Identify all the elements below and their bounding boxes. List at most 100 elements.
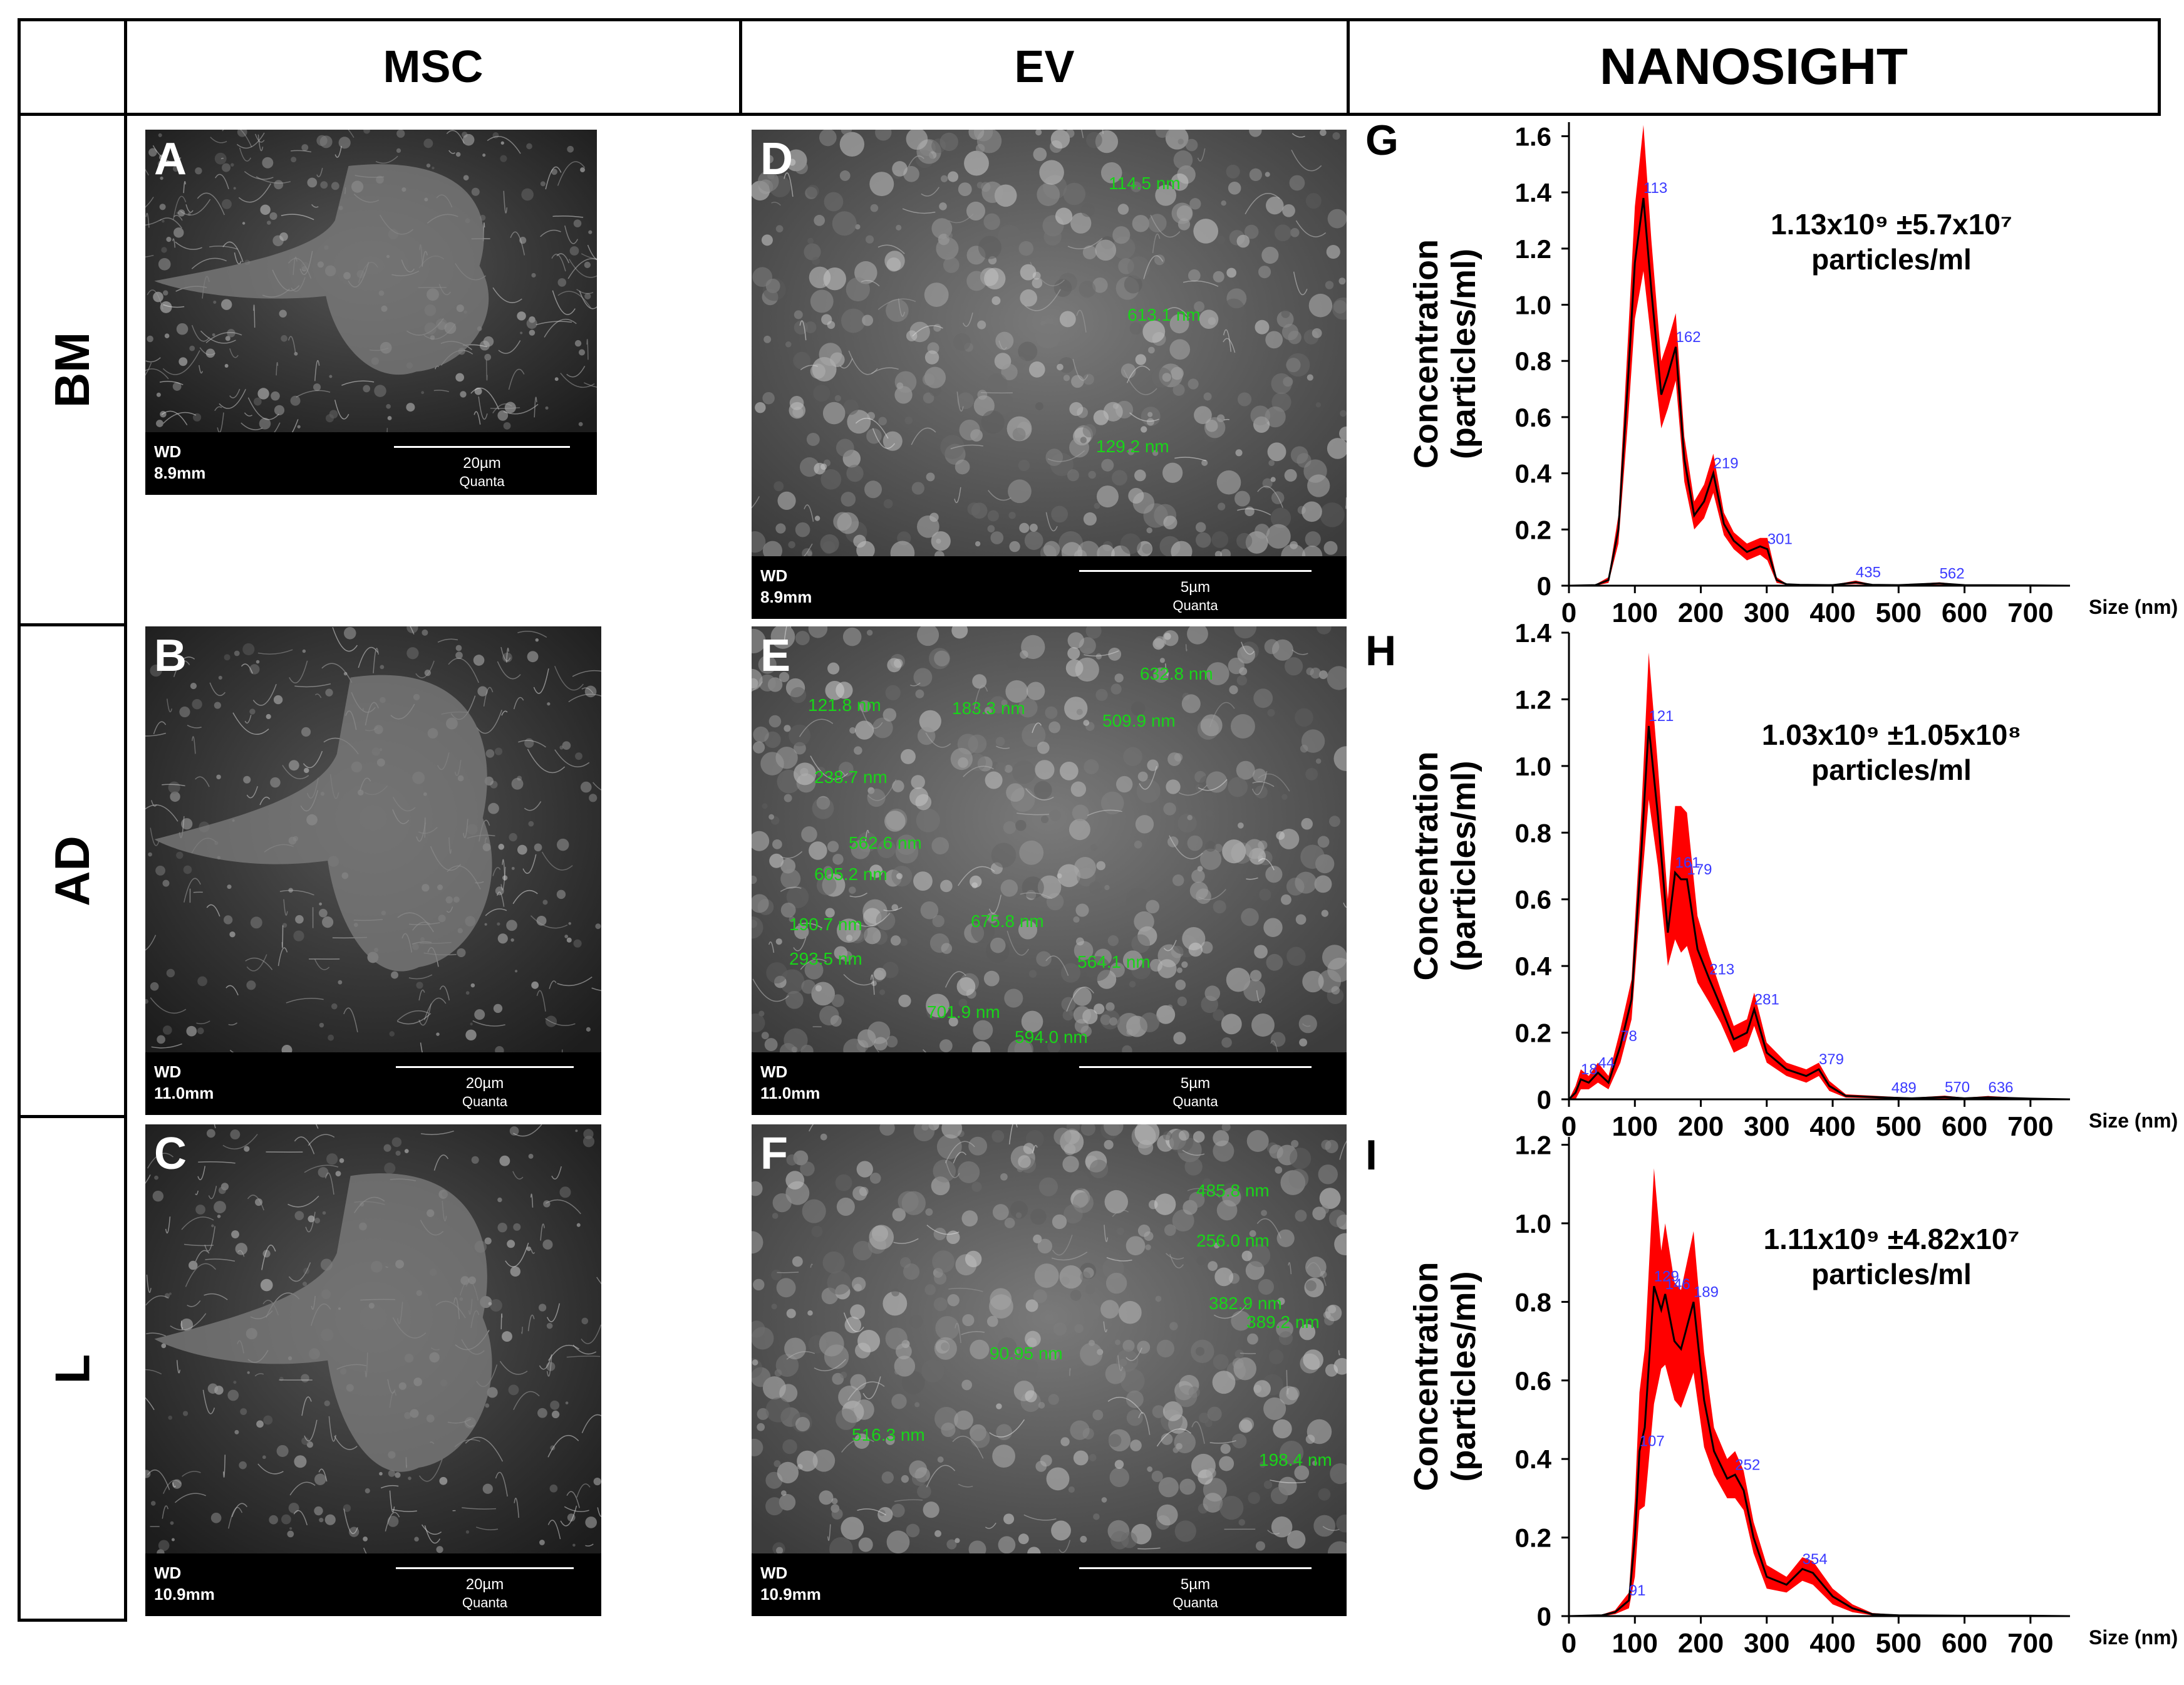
row-header-l: L xyxy=(44,1354,100,1384)
wd-value: 10.9mm xyxy=(760,1585,821,1604)
instrument-label: Quanta xyxy=(1172,1595,1218,1610)
y-tick-label: 0 xyxy=(1537,571,1551,601)
size-measurement-label: 562.6 nm xyxy=(849,833,922,853)
x-tick-label: 500 xyxy=(1876,598,1922,628)
y-axis-label-line1: Concentration xyxy=(1407,751,1445,980)
size-distribution-chart-1: 0 100 200 300 400 500 600 700 0 0.2 0.4 0.6 0.8 1.0 1.… xyxy=(1407,620,2178,1142)
wd-value: 11.0mm xyxy=(760,1084,820,1102)
size-measurement-label: 198.4 nm xyxy=(1259,1450,1332,1470)
panel-letter: C xyxy=(154,1129,187,1179)
size-measurement-label: 238.7 nm xyxy=(814,767,888,787)
cell-body-shape xyxy=(154,1173,492,1472)
x-tick-label: 600 xyxy=(1942,598,1987,628)
y-tick-label: 1.0 xyxy=(1515,291,1551,320)
table-border-header-bottom xyxy=(18,113,2161,116)
wd-value: 10.9mm xyxy=(154,1585,215,1604)
ev-sem-panel-bm: D 114.5 nm 613.1 nm 129.2 nm WD 8.9mm 5µm Quant… xyxy=(752,130,1347,619)
instrument-label: Quanta xyxy=(1172,1094,1218,1109)
sem-micrograph-image xyxy=(145,1124,601,1553)
peak-size-label: 379 xyxy=(1819,1051,1844,1068)
y-tick-label: 1.4 xyxy=(1515,178,1552,207)
concentration-value: 1.03x10⁹ ±1.05x10⁸ xyxy=(1761,718,2022,751)
x-tick-label: 500 xyxy=(1876,1628,1922,1659)
y-tick-label: 0 xyxy=(1537,1602,1551,1631)
size-measurement-label: 701.9 nm xyxy=(927,1002,1000,1022)
panel-letter: D xyxy=(760,134,793,184)
y-tick-label: 1.2 xyxy=(1515,1131,1551,1160)
y-tick-label: 0.8 xyxy=(1515,818,1551,848)
concentration-unit: particles/ml xyxy=(1811,754,1972,786)
x-tick-label: 400 xyxy=(1809,598,1855,628)
peak-size-label: 219 xyxy=(1714,455,1739,472)
wd-label: WD xyxy=(154,1062,182,1081)
y-tick-label: 0.6 xyxy=(1515,403,1551,432)
x-tick-label: 700 xyxy=(2007,1628,2053,1659)
scale-bar-label: 20µm xyxy=(463,455,501,472)
size-measurement-label: 613.1 nm xyxy=(1127,305,1201,324)
concentration-annotation: 1.11x10⁹ ±4.82x10⁷ particles/ml xyxy=(1729,1221,2054,1292)
size-measurement-label: 389.2 nm xyxy=(1246,1312,1320,1332)
peak-size-label: 489 xyxy=(1892,1079,1917,1096)
peak-size-label: 636 xyxy=(1988,1079,2013,1096)
size-measurement-label: 485.8 nm xyxy=(1196,1181,1270,1200)
msc-sem-panel-bm: A WD 8.9mm 20µm Quanta xyxy=(145,130,597,495)
peak-size-label: 213 xyxy=(1709,961,1734,978)
sem-micrograph-image xyxy=(752,130,1347,556)
peak-size-label: 121 xyxy=(1648,708,1674,725)
wd-label: WD xyxy=(154,1563,182,1582)
size-distribution-chart-0: 0 100 200 300 400 500 600 700 0 0.2 0.4 0.6 0.8 1.0 1.… xyxy=(1407,122,2178,628)
concentration-value: 1.11x10⁹ ±4.82x10⁷ xyxy=(1763,1223,2020,1255)
working-distance: WD 11.0mm xyxy=(154,1061,214,1104)
ev-sem-panel-ad: E 121.8 nm 183.3 nm 632.8 nm 509.9 nm 238.7 n… xyxy=(752,626,1347,1115)
column-header-msc: MSC xyxy=(383,42,484,92)
working-distance: WD 11.0mm xyxy=(760,1061,820,1104)
peak-size-label: 91 xyxy=(1629,1582,1646,1599)
x-tick-label: 300 xyxy=(1744,1111,1789,1142)
x-tick-label: 700 xyxy=(2007,598,2053,628)
working-distance: WD 10.9mm xyxy=(760,1562,821,1605)
peak-size-label: 281 xyxy=(1754,991,1779,1008)
size-measurement-label: 382.9 nm xyxy=(1209,1294,1282,1313)
error-band xyxy=(1569,652,2070,1099)
peak-size-label: 129 xyxy=(1654,1268,1679,1285)
sem-info-bar: WD 8.9mm 5µm Quanta xyxy=(752,556,1347,619)
wd-value: 8.9mm xyxy=(760,588,812,606)
sem-micrograph-image xyxy=(752,626,1347,1052)
y-tick-label: 0.8 xyxy=(1515,346,1551,376)
y-tick-label: 0.4 xyxy=(1515,1444,1552,1474)
scale-bar xyxy=(396,1567,574,1569)
msc-sem-panel-l: C WD 10.9mm 20µm Quanta xyxy=(145,1124,601,1616)
size-measurement-label: 632.8 nm xyxy=(1140,664,1213,683)
peak-size-label: 562 xyxy=(1940,565,1965,582)
peak-size-label: 113 xyxy=(1643,180,1667,197)
y-tick-label: 1.4 xyxy=(1515,620,1552,648)
sem-micrograph-image xyxy=(145,130,597,432)
x-tick-label: 300 xyxy=(1744,598,1789,628)
panel-letter: F xyxy=(760,1129,788,1179)
table-col-divider-3 xyxy=(1347,18,1350,116)
mean-size-trace xyxy=(1568,1285,2071,1617)
size-measurement-label: 129.2 nm xyxy=(1096,437,1169,456)
peak-size-label: 161 xyxy=(1675,854,1700,871)
y-tick-label: 0.6 xyxy=(1515,885,1551,915)
instrument-label: Quanta xyxy=(459,474,505,489)
concentration-value: 1.13x10⁹ ±5.7x10⁷ xyxy=(1771,208,2012,241)
y-axis-label-line2: (particles/ml) xyxy=(1445,249,1483,459)
peak-size-label: 18 xyxy=(1581,1061,1598,1078)
sem-info-bar: WD 8.9mm 20µm Quanta xyxy=(145,432,597,495)
size-measurement-label: 256.0 nm xyxy=(1196,1231,1270,1250)
x-tick-label: 200 xyxy=(1678,598,1724,628)
working-distance: WD 8.9mm xyxy=(760,565,812,608)
peak-size-label: 44 xyxy=(1598,1054,1615,1071)
sem-info-bar: WD 11.0mm 5µm Quanta xyxy=(752,1052,1347,1115)
peak-size-label: 162 xyxy=(1676,329,1701,346)
x-tick-label: 100 xyxy=(1612,1111,1658,1142)
concentration-annotation: 1.03x10⁹ ±1.05x10⁸ particles/ml xyxy=(1729,717,2054,787)
peak-size-label: 570 xyxy=(1945,1079,1970,1096)
cell-body-shape xyxy=(154,675,492,972)
x-tick-label: 600 xyxy=(1942,1111,1987,1142)
y-axis-label-line2: (particles/ml) xyxy=(1445,1271,1483,1481)
y-tick-label: 0.6 xyxy=(1515,1366,1551,1396)
table-border-top xyxy=(18,18,2161,21)
wd-label: WD xyxy=(154,442,182,461)
